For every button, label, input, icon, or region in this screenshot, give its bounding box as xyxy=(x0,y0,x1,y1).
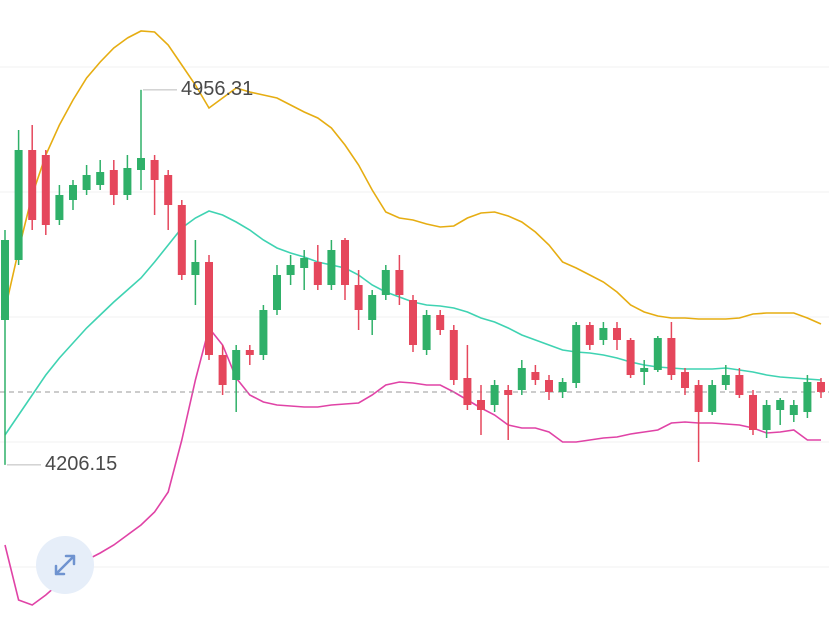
candle-body xyxy=(286,265,295,275)
candle-body xyxy=(626,340,635,375)
candle-body xyxy=(28,150,37,220)
candle-body xyxy=(395,270,404,295)
candle-body xyxy=(477,400,485,410)
candle-body xyxy=(749,395,757,430)
candle-body xyxy=(300,258,309,268)
candle-body xyxy=(721,375,730,385)
candle-body xyxy=(381,270,390,295)
candle-body xyxy=(82,175,91,190)
candle-body xyxy=(109,170,118,195)
candle-body xyxy=(667,338,676,375)
candle-body xyxy=(354,285,363,310)
candle-body xyxy=(504,390,513,395)
candle-body xyxy=(191,262,200,275)
candle-body xyxy=(1,240,9,320)
candle-body xyxy=(341,240,349,285)
candle-body xyxy=(422,315,431,350)
candle-body xyxy=(218,355,227,385)
expand-icon[interactable] xyxy=(54,554,76,576)
candle-body xyxy=(463,378,472,405)
candle-body xyxy=(640,368,649,372)
candle-body xyxy=(177,205,186,275)
candle-body xyxy=(817,382,825,392)
candle-body xyxy=(313,262,322,285)
candle-body xyxy=(137,158,145,170)
plot: 4956.31 4206.15 xyxy=(0,30,829,606)
candle-body xyxy=(14,150,23,260)
candle-body xyxy=(735,375,744,395)
candle-body xyxy=(681,372,689,388)
candle-body xyxy=(517,368,526,390)
candle-body xyxy=(273,275,281,310)
extreme-label: 4956.31 xyxy=(181,78,253,100)
candle-body xyxy=(96,172,105,185)
candle-body xyxy=(69,185,77,200)
candle-body xyxy=(585,325,594,345)
candle-body xyxy=(545,380,553,392)
band-line xyxy=(4,326,821,606)
candle-body xyxy=(449,330,458,380)
candle-body xyxy=(259,310,268,355)
candle-body xyxy=(436,315,445,330)
candle-body xyxy=(708,385,717,412)
expand-button[interactable] xyxy=(36,536,94,594)
candle-body xyxy=(327,250,336,285)
candle-body xyxy=(150,160,159,180)
candle-body xyxy=(653,338,662,370)
band-line xyxy=(4,30,822,325)
candle-body xyxy=(490,385,499,405)
candle-body xyxy=(409,300,417,345)
candle-body xyxy=(558,382,567,392)
candle-body xyxy=(694,385,703,412)
candle-body xyxy=(41,155,50,225)
candle-body xyxy=(232,350,241,380)
candle-body xyxy=(613,328,621,340)
candle-body xyxy=(762,405,771,430)
candle-body xyxy=(572,325,581,383)
candle-body xyxy=(803,382,812,412)
candle-body xyxy=(776,400,785,410)
candle-body xyxy=(123,168,132,195)
extreme-label: 4206.15 xyxy=(45,453,117,475)
candle-body xyxy=(245,350,254,355)
candle-body xyxy=(164,175,173,205)
candle-body xyxy=(55,195,64,220)
candle-body xyxy=(789,405,798,415)
candle-body xyxy=(205,262,213,355)
candle-body xyxy=(531,372,540,380)
candle-body xyxy=(599,328,608,340)
candle-body xyxy=(368,295,377,320)
